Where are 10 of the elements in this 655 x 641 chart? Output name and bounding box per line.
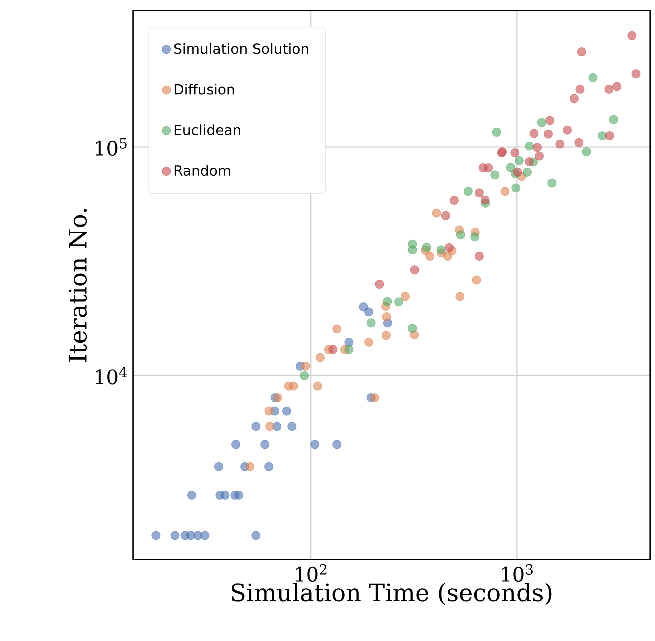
legend-label: Simulation Solution bbox=[174, 43, 308, 54]
x-tick-label: 10$^{3}$ bbox=[502, 564, 533, 582]
y-tick-label: 10$^{5}$ bbox=[96, 138, 127, 156]
x-axis-title: Simulation Time (seconds) bbox=[232, 583, 552, 606]
x-tick-label: 10$^{2}$ bbox=[296, 564, 327, 582]
legend-label: Diffusion bbox=[174, 84, 234, 95]
y-tick-label: 10$^{4}$ bbox=[96, 367, 128, 385]
legend-label: Random bbox=[174, 165, 230, 176]
legend-label: Euclidean bbox=[174, 124, 240, 136]
y-axis-title: Iteration No. bbox=[69, 209, 88, 362]
